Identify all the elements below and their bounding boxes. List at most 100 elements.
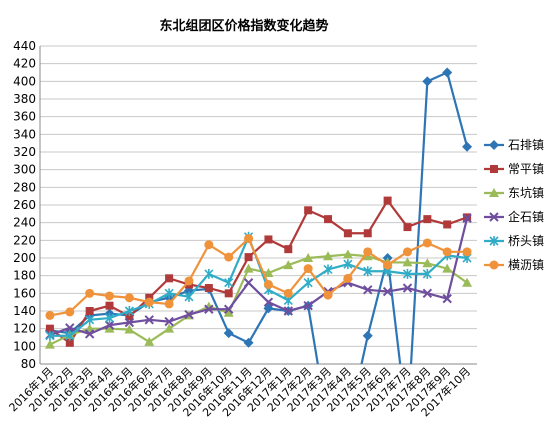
- data-point: [462, 213, 472, 223]
- y-tick-label: 440: [13, 39, 36, 53]
- data-point: [243, 337, 254, 348]
- data-point: [244, 234, 254, 244]
- legend-label: 横沥镇: [508, 258, 544, 272]
- y-tick-label: 160: [13, 286, 36, 300]
- data-point: [263, 280, 273, 289]
- legend-marker: [489, 236, 499, 246]
- y-tick-label: 200: [13, 251, 36, 265]
- data-point: [264, 235, 273, 244]
- legend-item: 东坑镇: [484, 185, 544, 200]
- series-line: [49, 217, 469, 336]
- legend-label: 石排镇: [508, 138, 544, 152]
- legend-item: 横沥镇: [484, 258, 544, 272]
- data-point: [65, 323, 75, 333]
- series-line: [49, 253, 468, 346]
- y-tick-label: 180: [13, 269, 36, 283]
- data-point: [442, 67, 453, 78]
- data-point: [284, 245, 293, 254]
- data-point: [303, 277, 313, 288]
- y-tick-label: 100: [13, 339, 36, 353]
- series-layer: [44, 67, 473, 431]
- data-point: [343, 421, 353, 431]
- gridlines: [40, 45, 477, 365]
- legend-marker: [489, 212, 499, 222]
- y-tick-label: 260: [13, 198, 36, 212]
- data-point: [164, 299, 174, 309]
- y-tick-label: 240: [13, 216, 36, 230]
- data-point: [144, 336, 155, 346]
- data-point: [442, 263, 453, 273]
- y-tick-label: 360: [13, 110, 36, 124]
- y-axis: 80 100 120 140 160 180 200 220 240 260 280 300 320 34…: [13, 39, 41, 371]
- data-point: [363, 247, 373, 257]
- data-point: [422, 238, 432, 248]
- data-point: [402, 247, 412, 257]
- data-point: [184, 291, 194, 302]
- data-point: [403, 223, 412, 232]
- data-point: [124, 293, 134, 303]
- data-point: [164, 323, 175, 333]
- data-point: [443, 220, 452, 229]
- series-4: [45, 213, 472, 340]
- data-point: [402, 268, 413, 279]
- data-point: [44, 339, 55, 349]
- data-point: [283, 260, 294, 270]
- data-point: [304, 206, 313, 215]
- data-point: [442, 293, 452, 304]
- y-tick-label: 80: [21, 357, 36, 371]
- data-point: [243, 263, 254, 273]
- data-point: [423, 215, 432, 224]
- data-point: [442, 247, 452, 257]
- data-point: [224, 277, 234, 288]
- data-point: [144, 297, 154, 307]
- data-point: [422, 288, 433, 299]
- data-point: [45, 324, 54, 333]
- data-point: [184, 276, 194, 286]
- data-point: [462, 277, 473, 287]
- series-6: [45, 234, 472, 320]
- data-point: [402, 257, 413, 267]
- data-point: [383, 260, 393, 270]
- data-point: [85, 314, 95, 325]
- data-point: [323, 264, 333, 275]
- data-point: [244, 253, 253, 262]
- x-axis: 2016年1月2016年2月2016年3月2016年4月2016年5月2016年…: [6, 363, 477, 419]
- data-point: [65, 338, 74, 347]
- data-point: [323, 290, 333, 300]
- data-point: [324, 215, 333, 224]
- data-point: [224, 252, 234, 262]
- data-point: [165, 274, 174, 283]
- data-point: [104, 320, 115, 330]
- data-point: [343, 259, 353, 270]
- y-tick-label: 400: [13, 74, 36, 88]
- data-point: [422, 76, 433, 87]
- data-point: [323, 251, 334, 261]
- y-tick-label: 140: [13, 304, 36, 318]
- data-point: [84, 329, 95, 339]
- y-tick-label: 120: [13, 322, 36, 336]
- data-point: [65, 307, 75, 317]
- data-point: [363, 266, 373, 277]
- data-point: [45, 330, 55, 341]
- chart-title: 东北组团区价格指数变化趋势: [159, 18, 328, 34]
- y-tick-label: 420: [13, 57, 36, 71]
- legend-item: 常平镇: [484, 162, 544, 176]
- data-point: [323, 421, 333, 431]
- data-point: [144, 315, 154, 325]
- data-point: [85, 288, 95, 298]
- data-point: [283, 288, 293, 298]
- y-tick-label: 300: [13, 163, 36, 177]
- y-tick-label: 380: [13, 92, 36, 106]
- data-point: [223, 307, 234, 317]
- data-point: [164, 316, 174, 327]
- data-point: [125, 312, 134, 321]
- y-tick-label: 220: [13, 233, 36, 247]
- data-point: [343, 273, 353, 283]
- legend-marker: [490, 165, 498, 173]
- data-point: [204, 268, 214, 279]
- y-tick-label: 280: [13, 180, 36, 194]
- data-point: [204, 304, 214, 314]
- legend-label: 常平镇: [508, 162, 544, 176]
